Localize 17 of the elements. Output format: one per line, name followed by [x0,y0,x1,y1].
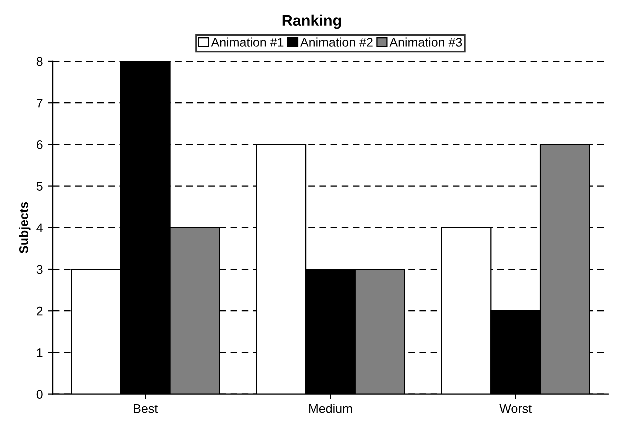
y-tick-label: 1 [37,348,43,358]
y-tick-label: 2 [36,306,43,316]
y-tick-label: 5 [36,182,43,191]
y-tick-label: 8 [36,57,43,66]
x-tick-label: Medium [310,404,352,414]
legend-label: Animation #2 [300,38,373,47]
chart-title: Ranking [282,14,342,30]
y-axis-title: Subjects [19,202,31,254]
y-tick-label: 7 [37,99,43,108]
legend-label: Animation #3 [390,38,462,47]
y-tick-label: 6 [37,140,43,150]
x-tick-label: Best [134,404,158,414]
y-tick-label: 4 [36,224,43,232]
legend-label: Animation #1 [211,38,284,47]
x-tick-label: Worst [500,404,532,414]
y-tick-label: 0 [36,390,43,399]
y-tick-label: 3 [36,265,43,274]
